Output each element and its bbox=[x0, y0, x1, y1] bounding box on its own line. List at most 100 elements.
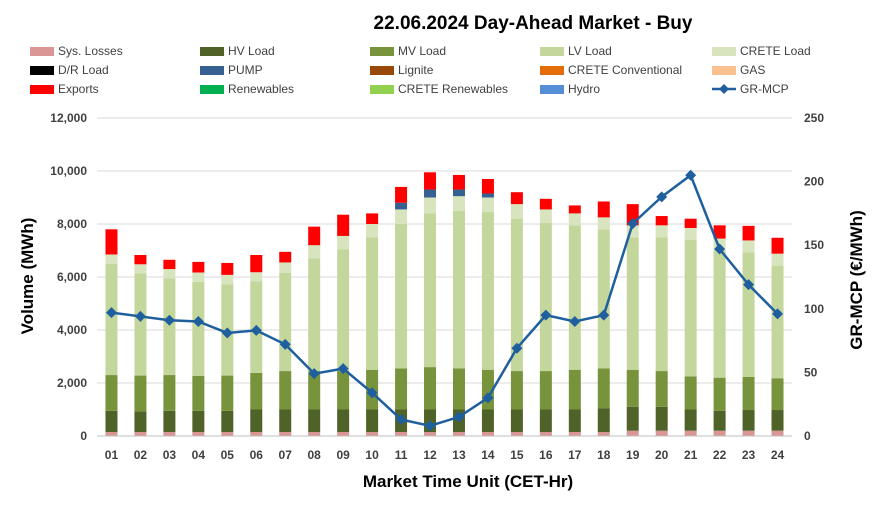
x-tick-label: 16 bbox=[539, 448, 553, 462]
bar-pump bbox=[424, 189, 437, 198]
bar-sys-losses bbox=[597, 432, 610, 436]
mcp-point bbox=[511, 342, 523, 354]
bar-exports bbox=[655, 216, 668, 226]
legend-swatch bbox=[540, 66, 564, 75]
bar-mv-load bbox=[539, 371, 552, 410]
bar-exports bbox=[597, 201, 610, 218]
bar-lv-load bbox=[279, 273, 292, 372]
bar-sys-losses bbox=[481, 432, 494, 436]
bar-lv-load bbox=[163, 278, 176, 376]
y-tick-label: 4,000 bbox=[57, 323, 87, 337]
bar-sys-losses bbox=[163, 432, 176, 436]
legend: Sys. Losses HV Load MV Load LV Load CRETE Lo… bbox=[30, 44, 811, 96]
legend-label: Lignite bbox=[398, 63, 434, 77]
legend-swatch bbox=[370, 85, 394, 94]
bar-crete-load bbox=[337, 235, 350, 250]
x-tick-label: 11 bbox=[395, 448, 408, 462]
bar-exports bbox=[481, 178, 494, 194]
bar-sys-losses bbox=[539, 432, 552, 436]
bar-lv-load bbox=[192, 281, 205, 376]
legend-item-hydro: Hydro bbox=[540, 82, 600, 96]
mcp-point bbox=[250, 324, 262, 336]
bar-crete-load bbox=[279, 262, 292, 274]
legend-label: Exports bbox=[58, 82, 99, 96]
bar-sys-losses bbox=[366, 432, 379, 436]
x-tick-label: 08 bbox=[308, 448, 322, 462]
legend-label: GR-MCP bbox=[740, 82, 789, 96]
bar-mv-load bbox=[395, 368, 408, 410]
bar-sys-losses bbox=[279, 432, 292, 436]
bar-crete-load bbox=[742, 240, 755, 253]
mcp-point bbox=[569, 316, 581, 328]
bar-lv-load bbox=[713, 250, 726, 378]
mcp-point bbox=[279, 338, 291, 350]
mcp-point bbox=[395, 413, 407, 425]
legend-label: HV Load bbox=[228, 44, 275, 58]
bar-exports bbox=[539, 198, 552, 210]
legend-swatch bbox=[200, 85, 224, 94]
legend-label: D/R Load bbox=[58, 63, 109, 77]
mcp-point bbox=[598, 309, 610, 321]
legend-label: CRETE Load bbox=[740, 44, 811, 58]
legend-swatch bbox=[30, 47, 54, 56]
y2-tick-label: 0 bbox=[804, 429, 811, 443]
bar-lv-load bbox=[684, 239, 697, 377]
x-tick-label: 07 bbox=[279, 448, 293, 462]
bar-crete-load bbox=[626, 225, 639, 238]
legend-label: Hydro bbox=[568, 82, 600, 96]
x-tick-label: 22 bbox=[713, 448, 727, 462]
legend-swatch bbox=[370, 47, 394, 56]
bar-exports bbox=[771, 237, 784, 254]
bar-hv-load bbox=[221, 410, 234, 433]
bar-sys-losses bbox=[568, 432, 581, 436]
bar-crete-load bbox=[163, 269, 176, 279]
mcp-point bbox=[685, 169, 697, 181]
bar-hv-load bbox=[366, 409, 379, 433]
bar-lv-load bbox=[452, 210, 465, 369]
mcp-point bbox=[366, 387, 378, 399]
legend-label: CRETE Conventional bbox=[568, 63, 682, 77]
bar-crete-load bbox=[568, 213, 581, 226]
bar-crete-load bbox=[510, 204, 523, 219]
bar-crete-load bbox=[250, 272, 263, 282]
bar-exports bbox=[684, 218, 697, 228]
y2-tick-label: 150 bbox=[804, 238, 824, 252]
bar-mv-load bbox=[510, 371, 523, 410]
y2-tick-label: 50 bbox=[804, 365, 818, 379]
bar-mv-load bbox=[221, 375, 234, 411]
bar-lv-load bbox=[308, 258, 321, 372]
bar-sys-losses bbox=[424, 432, 437, 436]
legend-swatch bbox=[200, 47, 224, 56]
mcp-point bbox=[772, 308, 784, 320]
bar-mv-load bbox=[163, 375, 176, 411]
bar-hv-load bbox=[539, 409, 552, 433]
bar-lv-load bbox=[742, 252, 755, 377]
bar-hv-load bbox=[337, 409, 350, 433]
legend-label: Renewables bbox=[228, 82, 294, 96]
bar-sys-losses bbox=[655, 430, 668, 436]
bar-lv-load bbox=[424, 213, 437, 368]
y-tick-label: 8,000 bbox=[57, 217, 87, 231]
x-tick-label: 02 bbox=[134, 448, 148, 462]
bar-sys-losses bbox=[395, 432, 408, 436]
bar-mv-load bbox=[742, 376, 755, 411]
bar-hv-load bbox=[481, 409, 494, 433]
x-axis-label: Market Time Unit (CET-Hr) bbox=[363, 472, 573, 491]
bar-crete-load bbox=[366, 224, 379, 238]
mcp-point bbox=[308, 368, 320, 380]
y-tick-label: 2,000 bbox=[57, 376, 87, 390]
bar-sys-losses bbox=[105, 432, 118, 436]
mcp-point bbox=[221, 327, 233, 339]
bar-pump bbox=[452, 189, 465, 197]
y-tick-label: 6,000 bbox=[57, 270, 87, 284]
bar-exports bbox=[337, 214, 350, 236]
legend-item-d-r-load: D/R Load bbox=[30, 63, 109, 77]
bar-mv-load bbox=[713, 377, 726, 411]
legend-item-renewables: Renewables bbox=[200, 82, 294, 96]
mcp-point bbox=[627, 218, 639, 230]
bar-sys-losses bbox=[510, 432, 523, 436]
bar-hv-load bbox=[192, 410, 205, 433]
bar-hv-load bbox=[713, 410, 726, 431]
chart-title: 22.06.2024 Day-Ahead Market - Buy bbox=[374, 13, 693, 34]
